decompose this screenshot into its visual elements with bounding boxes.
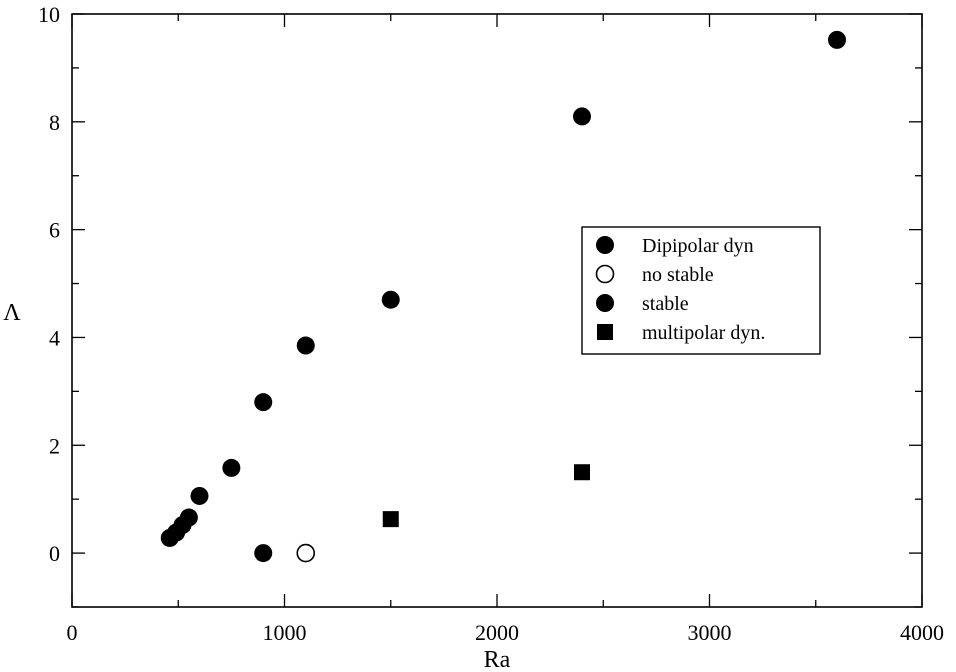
legend-marker [595,264,615,284]
data-point-series-0 [222,458,241,477]
y-axis-title: Λ [3,300,21,326]
data-point-series-3 [574,464,590,481]
x-axis-title: Ra [484,647,511,672]
legend-label: multipolar dyn. [642,322,765,344]
data-point-series-0 [179,508,198,527]
data-point-series-0 [573,107,591,126]
legend-items: Dipipolar dyn no stable stable multipolar d… [595,235,765,344]
legend-marker [596,294,614,312]
legend-marker [596,236,614,254]
y-tick-label: 6 [49,218,60,243]
legend-box [581,226,821,355]
x-tick-label: 2000 [475,620,519,645]
data-point-series-1 [296,543,316,563]
data-point-series-2 [254,544,273,563]
x-tick-label: 4000 [900,620,944,645]
y-tick-label: 10 [38,2,60,27]
legend-label: Dipipolar dyn [642,235,754,257]
data-point-series-0 [828,30,846,49]
x-tick-label: 0 [67,620,78,645]
legend-marker [597,324,613,340]
axis-ticks [71,13,923,608]
x-tick-label: 1000 [263,620,307,645]
data-point-series-3 [382,511,399,528]
data-point-series-0 [254,393,273,412]
y-tick-label: 0 [49,541,60,566]
legend-label: stable [642,293,689,315]
x-tick-label: 3000 [688,620,732,645]
data-point-series-0 [381,290,400,309]
data-markers [160,30,846,563]
legend: Dipipolar dyn no stable stable multipolar d… [581,226,821,355]
y-tick-label: 2 [49,433,60,458]
data-point-series-0 [296,336,315,355]
data-point-series-0 [190,486,209,505]
y-tick-label: 8 [49,110,60,135]
axis-tick-labels: 0 1000 2000 3000 4000 0 2 4 6 8 10 [38,2,944,645]
legend-label: no stable [642,264,714,286]
y-tick-label: 4 [49,325,60,350]
